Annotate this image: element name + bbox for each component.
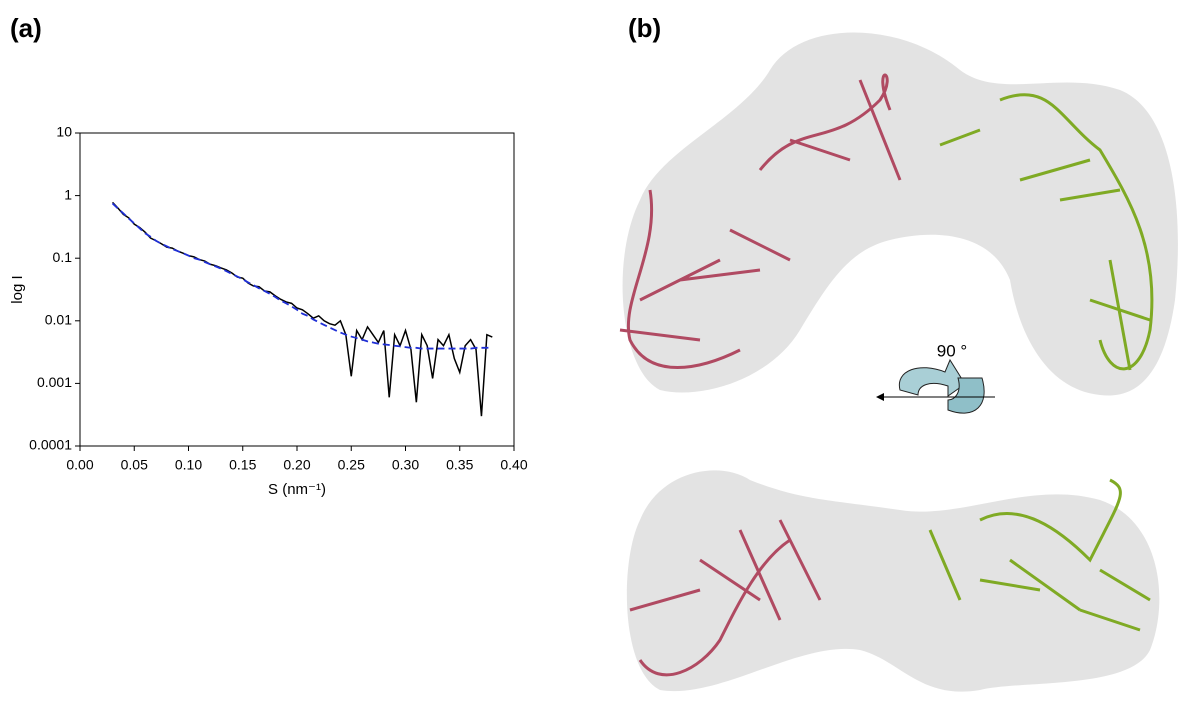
data-line bbox=[111, 202, 493, 350]
x-tick-label: 0.40 bbox=[500, 457, 527, 473]
data-line bbox=[112, 201, 493, 417]
plot-frame bbox=[79, 132, 515, 447]
x-tick-label: 0.25 bbox=[338, 457, 365, 473]
y-tick-label: 0.001 bbox=[37, 374, 72, 390]
x-tick-label: 0.05 bbox=[121, 457, 148, 473]
x-tick-label: 0.30 bbox=[392, 457, 419, 473]
rotation-label: 90 ° bbox=[937, 341, 967, 360]
y-tick-label: 10 bbox=[56, 124, 72, 140]
panel-label: (a) bbox=[10, 13, 42, 43]
y-tick-label: 1 bbox=[64, 186, 72, 202]
x-tick-label: 0.35 bbox=[446, 457, 473, 473]
y-tick-label: 0.1 bbox=[53, 249, 73, 265]
panel-label: (b) bbox=[628, 13, 661, 43]
y-axis-label: log I bbox=[9, 275, 26, 303]
x-axis-label: S (nm⁻¹) bbox=[268, 481, 326, 498]
x-tick-label: 0.10 bbox=[175, 457, 202, 473]
x-tick-label: 0.15 bbox=[229, 457, 256, 473]
x-tick-label: 0.00 bbox=[66, 457, 93, 473]
x-tick-label: 0.20 bbox=[283, 457, 310, 473]
y-tick-label: 0.01 bbox=[45, 312, 72, 328]
structure-illustration bbox=[619, 32, 1178, 692]
y-tick-label: 0.0001 bbox=[29, 437, 72, 453]
